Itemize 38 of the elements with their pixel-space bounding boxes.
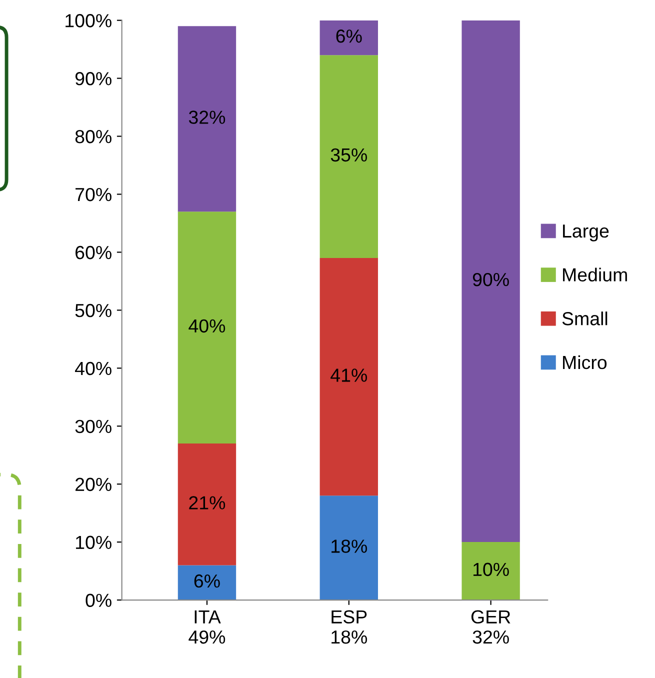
y-tick-label: 60%	[76, 246, 112, 260]
y-tick-label: 80%	[75, 130, 112, 144]
y-tick-label: 30%	[75, 420, 112, 434]
x-tick-label: ITA 49%	[188, 610, 226, 644]
data-label: 6%	[194, 574, 220, 588]
bar	[320, 55, 378, 258]
y-tick-label: 10%	[76, 536, 112, 550]
bar	[320, 20, 378, 56]
bar	[178, 444, 236, 566]
y-tick-label: 50%	[75, 304, 112, 318]
data-label: 32%	[188, 110, 226, 124]
x-tick-label: ESP 18%	[332, 610, 367, 644]
bar	[178, 26, 236, 212]
bar	[178, 565, 236, 600]
bar	[178, 212, 236, 444]
bar	[462, 20, 520, 542]
y-tick-label: 70%	[76, 188, 112, 202]
y-tick-label: 90%	[75, 72, 112, 86]
data-label: 6%	[336, 29, 362, 43]
x-tick-label: GER 32%	[471, 610, 510, 644]
y-tick-label: 0%	[86, 594, 112, 608]
y-tick-label: 20%	[76, 478, 112, 492]
y-tick-label: 100%	[66, 14, 112, 28]
legend-label: Large	[563, 224, 609, 242]
legend-label: Small	[562, 312, 608, 326]
y-tick-label: 40%	[75, 362, 112, 376]
legend-label: Medium	[563, 268, 627, 282]
data-label: 35%	[330, 148, 367, 162]
bar	[320, 496, 378, 600]
data-label: 21%	[189, 496, 226, 510]
data-label: 40%	[188, 319, 226, 333]
legend-label: Micro	[563, 355, 607, 370]
data-label: 90%	[472, 272, 509, 286]
data-label: 10%	[473, 562, 509, 576]
bar	[320, 258, 378, 496]
bar	[462, 542, 520, 600]
data-label: 18%	[332, 540, 367, 553]
data-label: 41%	[330, 368, 367, 382]
